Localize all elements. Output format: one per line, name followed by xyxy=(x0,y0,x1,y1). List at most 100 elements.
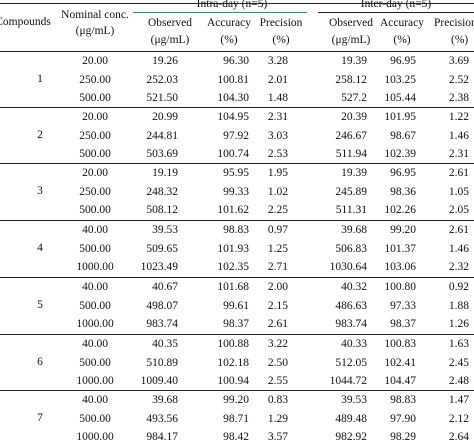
cell-inter-accuracy: 96.95 xyxy=(390,167,416,179)
cell-inter-accuracy: 102.41 xyxy=(384,356,416,369)
cell-intra-precision: 3.03 xyxy=(267,129,288,142)
cell-intra-observed: 39.68 xyxy=(152,394,178,406)
cell-nominal-conc: 500.00 xyxy=(79,92,111,104)
cell-nominal-conc: 1000.00 xyxy=(76,431,114,443)
cell-inter-precision: 1.22 xyxy=(448,111,469,123)
cell-intra-precision: 1.29 xyxy=(267,412,288,425)
cell-intra-accuracy: 102.35 xyxy=(217,261,249,273)
cell-inter-precision: 1.47 xyxy=(448,394,469,406)
cell-nominal-conc: 500.00 xyxy=(79,204,111,216)
cell-intra-observed: 19.19 xyxy=(152,167,178,179)
cell-intra-accuracy: 98.37 xyxy=(223,318,249,330)
cell-inter-observed: 511.94 xyxy=(335,148,367,160)
cell-intra-observed: 509.65 xyxy=(146,242,178,255)
header-inter-observed: Observed xyxy=(328,17,374,29)
group-separator-rule xyxy=(0,220,474,221)
cell-inter-accuracy: 104.47 xyxy=(384,375,416,387)
cell-intra-accuracy: 100.74 xyxy=(217,148,249,160)
cell-nominal-conc: 500.00 xyxy=(79,299,111,312)
cell-intra-precision: 2.01 xyxy=(267,73,288,86)
cell-inter-precision: 1.63 xyxy=(448,338,469,350)
header-intra-accuracy-unit: (%) xyxy=(220,34,238,46)
cell-intra-observed: 510.89 xyxy=(146,356,178,369)
cell-intra-precision: 0.83 xyxy=(267,394,288,406)
group-separator-rule xyxy=(0,163,474,164)
cell-intra-accuracy: 98.71 xyxy=(223,412,249,425)
group-separator-rule xyxy=(0,107,474,108)
cell-inter-observed: 258.12 xyxy=(335,73,367,86)
cell-intra-observed: 244.81 xyxy=(146,129,178,142)
cell-nominal-conc: 40.00 xyxy=(82,224,108,236)
cell-inter-accuracy: 97.90 xyxy=(390,412,416,425)
cell-nominal-conc: 250.00 xyxy=(79,185,111,198)
header-inter-day: Inter-day (n=5) xyxy=(360,0,432,10)
header-nominal-unit: (μg/mL) xyxy=(75,25,115,37)
cell-intra-accuracy: 100.88 xyxy=(217,338,249,350)
cell-intra-accuracy: 98.83 xyxy=(223,224,249,236)
cell-inter-precision: 1.26 xyxy=(448,318,469,330)
cell-intra-observed: 984.17 xyxy=(146,431,178,443)
cell-intra-precision: 2.00 xyxy=(267,281,288,293)
cell-intra-accuracy: 100.81 xyxy=(217,73,249,86)
cell-inter-observed: 20.39 xyxy=(341,111,367,123)
cell-inter-observed: 512.05 xyxy=(335,356,367,369)
cell-nominal-conc: 1000.00 xyxy=(76,261,114,273)
cell-nominal-conc: 1000.00 xyxy=(76,318,114,330)
cell-nominal-conc: 40.00 xyxy=(82,394,108,406)
cell-intra-precision: 2.61 xyxy=(267,318,288,330)
cell-inter-accuracy: 103.25 xyxy=(384,73,416,86)
cell-intra-observed: 20.99 xyxy=(152,111,178,123)
cell-inter-observed: 1044.72 xyxy=(329,375,367,387)
inter-day-rule xyxy=(318,12,474,13)
cell-intra-observed: 493.56 xyxy=(146,412,178,425)
cell-inter-observed: 982.92 xyxy=(335,431,367,443)
cell-intra-accuracy: 99.20 xyxy=(223,394,249,406)
cell-inter-accuracy: 101.37 xyxy=(384,242,416,255)
cell-inter-accuracy: 98.67 xyxy=(390,129,416,142)
cell-inter-accuracy: 98.36 xyxy=(390,185,416,198)
cell-intra-precision: 3.22 xyxy=(267,338,288,350)
cell-inter-accuracy: 97.33 xyxy=(390,299,416,312)
compound-id: 7 xyxy=(37,411,43,424)
header-intra-accuracy: Accuracy xyxy=(206,17,252,29)
cell-inter-precision: 1.46 xyxy=(448,129,469,142)
cell-inter-precision: 2.48 xyxy=(448,375,469,387)
cell-intra-observed: 508.12 xyxy=(146,204,178,216)
cell-nominal-conc: 500.00 xyxy=(79,148,111,160)
cell-intra-accuracy: 101.62 xyxy=(217,204,249,216)
cell-inter-precision: 1.05 xyxy=(448,185,469,198)
cell-inter-accuracy: 98.83 xyxy=(390,394,416,406)
group-separator-rule xyxy=(0,334,474,335)
cell-inter-precision: 3.69 xyxy=(448,55,469,67)
cell-intra-precision: 2.55 xyxy=(267,375,288,387)
cell-intra-observed: 503.69 xyxy=(146,148,178,160)
cell-intra-precision: 3.57 xyxy=(267,431,288,443)
group-separator-rule xyxy=(0,277,474,278)
cell-nominal-conc: 20.00 xyxy=(82,167,108,179)
cell-inter-precision: 2.61 xyxy=(448,167,469,179)
cell-nominal-conc: 40.00 xyxy=(82,281,108,293)
cell-intra-accuracy: 97.92 xyxy=(223,129,249,142)
cell-inter-accuracy: 105.44 xyxy=(384,92,416,104)
cell-intra-precision: 2.15 xyxy=(267,299,288,312)
cell-inter-precision: 2.45 xyxy=(448,356,469,369)
cell-intra-observed: 248.32 xyxy=(146,185,178,198)
cell-inter-accuracy: 98.37 xyxy=(390,318,416,330)
group-separator-rule xyxy=(0,390,474,391)
intra-day-rule xyxy=(133,12,307,13)
cell-intra-accuracy: 99.61 xyxy=(223,299,249,312)
cell-intra-precision: 2.50 xyxy=(267,356,288,369)
cell-inter-observed: 19.39 xyxy=(341,167,367,179)
cell-intra-observed: 39.53 xyxy=(152,224,178,236)
cell-nominal-conc: 1000.00 xyxy=(76,375,114,387)
cell-inter-observed: 489.48 xyxy=(335,412,367,425)
cell-nominal-conc: 500.00 xyxy=(79,242,111,255)
cell-intra-accuracy: 95.95 xyxy=(223,167,249,179)
cell-inter-accuracy: 96.95 xyxy=(390,55,416,67)
cell-inter-observed: 511.31 xyxy=(335,204,367,216)
cell-intra-observed: 40.35 xyxy=(152,338,178,350)
cell-inter-observed: 40.32 xyxy=(341,281,367,293)
cell-intra-precision: 1.02 xyxy=(267,185,288,198)
compound-id: 4 xyxy=(37,241,43,254)
cell-inter-observed: 246.67 xyxy=(335,129,367,142)
